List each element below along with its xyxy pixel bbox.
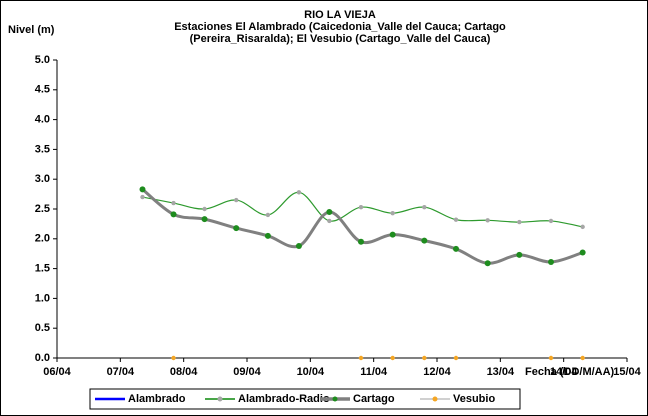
data-point [264, 232, 271, 239]
data-point [548, 218, 554, 224]
y-tick-label: 1.5 [35, 263, 50, 275]
data-point [327, 218, 332, 224]
data-point [389, 231, 396, 238]
x-tick-label: 06/04 [43, 366, 71, 378]
data-point [390, 210, 395, 216]
x-tick-label: 14/04 [550, 366, 578, 378]
x-tick-label: 15/04 [613, 366, 641, 378]
legend-label: Alambrado [128, 393, 186, 405]
y-tick-label: 3.0 [35, 173, 50, 185]
data-point [202, 206, 207, 212]
chart-title: RIO LA VIEJA [304, 9, 376, 21]
y-tick-label: 5.0 [35, 54, 50, 66]
data-point [358, 355, 364, 361]
x-axis-label: Fecha (DD/M/AA) [525, 366, 615, 378]
y-tick-label: 2.5 [35, 203, 50, 215]
legend-marker [217, 396, 223, 402]
data-point [422, 205, 427, 210]
data-point [453, 217, 459, 222]
x-tick-label: 10/04 [297, 366, 325, 378]
data-point [358, 205, 364, 210]
data-point [517, 219, 522, 225]
chart-subtitle: Estaciones El Alambrado (Caicedonia_Vall… [174, 21, 506, 33]
data-point [453, 245, 459, 252]
data-point [296, 190, 302, 195]
data-point [580, 355, 585, 361]
data-point [201, 216, 208, 223]
data-point [421, 237, 428, 244]
x-tick-label: 11/04 [360, 366, 388, 378]
legend-label: Alambrado-Radio [238, 393, 330, 405]
data-point [580, 224, 585, 230]
data-point [170, 211, 177, 218]
legend-box [89, 388, 521, 410]
legend-marker [332, 396, 338, 402]
x-tick-label: 13/04 [487, 366, 515, 378]
data-point [548, 259, 554, 266]
y-tick-label: 1.0 [35, 292, 50, 304]
data-point [453, 355, 459, 361]
data-point [233, 225, 240, 232]
data-point [484, 260, 491, 267]
data-point [171, 200, 176, 206]
data-point [358, 238, 364, 245]
data-point [265, 212, 271, 218]
y-tick-label: 4.5 [35, 84, 50, 96]
data-point [516, 251, 523, 258]
data-point [485, 218, 490, 223]
y-tick-label: 2.0 [35, 233, 50, 245]
legend-label: Cartago [353, 393, 395, 405]
x-tick-label: 08/04 [170, 366, 198, 378]
data-point [139, 186, 146, 193]
data-point [548, 355, 554, 361]
legend-label: Vesubio [453, 393, 495, 405]
y-tick-label: 4.0 [35, 114, 50, 126]
x-tick-label: 12/04 [423, 366, 451, 378]
x-tick-label: 09/04 [233, 366, 261, 378]
chart-subtitle: (Pereira_Risaralda); El Vesubio (Cartago… [190, 33, 491, 45]
y-tick-label: 3.5 [35, 143, 50, 155]
data-point [326, 208, 333, 215]
legend-marker [432, 396, 438, 402]
y-tick-label: 0.5 [35, 322, 50, 334]
x-tick-label: 07/04 [107, 366, 135, 378]
data-point [422, 355, 427, 361]
data-point [579, 249, 586, 256]
data-point [390, 355, 395, 361]
data-point [295, 242, 302, 249]
data-point [234, 197, 239, 203]
data-point [171, 355, 176, 361]
y-tick-label: 0.0 [35, 352, 50, 364]
y-axis-label: Nivel (m) [8, 24, 55, 36]
data-point [140, 194, 145, 200]
